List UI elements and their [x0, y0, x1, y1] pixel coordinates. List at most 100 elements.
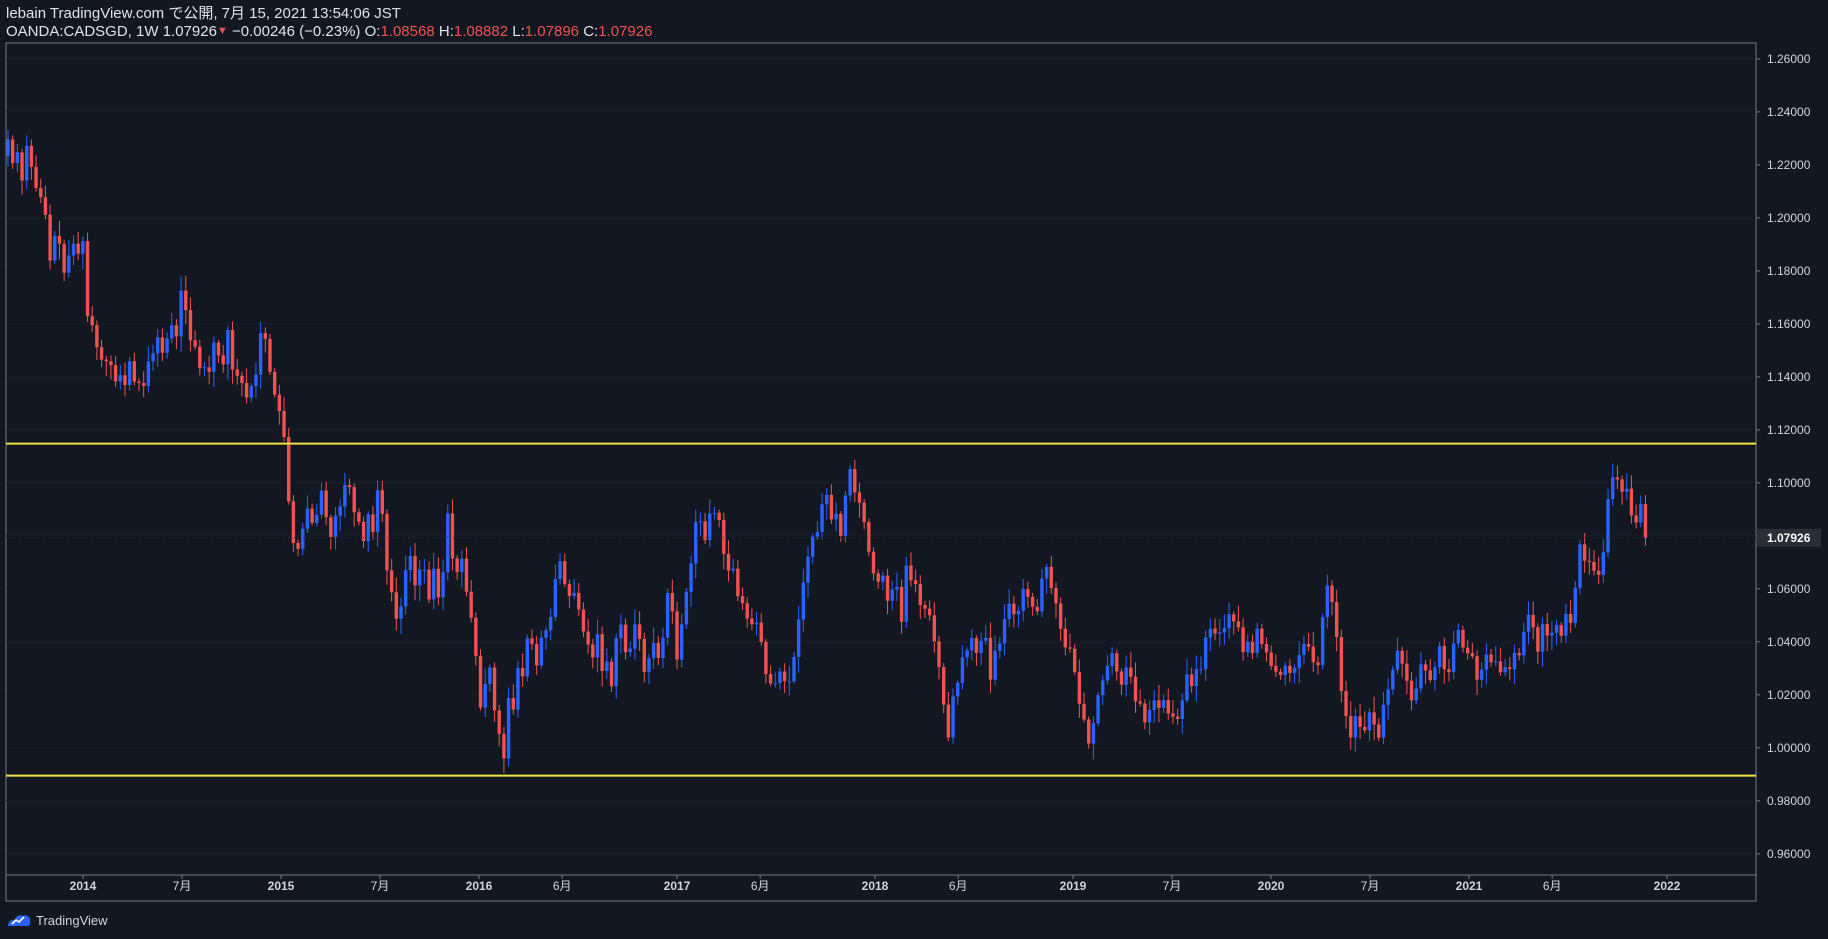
y-tick-label: 1.22000 — [1767, 158, 1811, 172]
candle-body — [633, 624, 637, 649]
candle-body — [651, 642, 656, 659]
candle-body — [839, 513, 843, 536]
candle-body — [1442, 646, 1446, 670]
candle-body — [1087, 719, 1091, 744]
candle-body — [829, 494, 834, 520]
candle-body — [1260, 628, 1264, 644]
candle-body — [623, 624, 628, 653]
candle-body — [1138, 701, 1142, 704]
candle-body — [43, 197, 48, 215]
candle-body — [684, 591, 689, 625]
candle-body — [853, 469, 857, 493]
candle-body — [1381, 704, 1386, 738]
candle-body — [29, 145, 34, 167]
candle-body — [1531, 614, 1535, 628]
candle-body — [1484, 654, 1489, 670]
candle-body — [146, 361, 151, 386]
candle-body — [343, 484, 347, 507]
candle-body — [113, 365, 118, 382]
candle-body — [1292, 667, 1297, 673]
candle-body — [796, 619, 801, 657]
candle-body — [956, 682, 960, 697]
candle-body — [1386, 689, 1390, 705]
candle-body — [970, 638, 974, 651]
candle-body — [637, 624, 642, 639]
candle-body — [1475, 656, 1479, 680]
candle-body — [1334, 602, 1339, 638]
candle-body — [1054, 588, 1058, 604]
candle-body — [132, 361, 137, 382]
candle-body — [212, 342, 216, 372]
candle-body — [768, 674, 773, 684]
candle-body — [619, 624, 623, 639]
candle-body — [1470, 653, 1475, 657]
candle-body — [1489, 654, 1493, 663]
candle-body — [1428, 670, 1432, 680]
candle-body — [277, 394, 282, 412]
candle-body — [778, 671, 782, 684]
y-tick-label: 1.24000 — [1767, 105, 1811, 119]
candle-body — [127, 361, 132, 386]
candle-body — [1437, 646, 1442, 668]
candle-body — [712, 512, 717, 514]
candle-body — [1639, 504, 1643, 523]
x-tick-label: 2014 — [70, 879, 97, 893]
candle-body — [520, 668, 525, 677]
candle-body — [506, 698, 511, 759]
candle-body — [1044, 566, 1049, 579]
plot-area[interactable] — [5, 42, 1757, 902]
candle-body — [843, 495, 848, 536]
candle-body — [1124, 667, 1128, 685]
candle-body — [230, 329, 235, 370]
footer-brand[interactable]: TradingView — [6, 911, 108, 929]
candle-body — [1105, 665, 1110, 681]
candle-body — [806, 556, 810, 583]
candle-body — [941, 667, 946, 705]
candle-body — [586, 631, 590, 645]
candle-body — [1409, 680, 1414, 701]
candle-body — [890, 589, 894, 601]
candle-body — [1058, 603, 1063, 629]
candle-body — [357, 512, 361, 522]
candle-body — [389, 570, 394, 593]
candle-body — [834, 513, 838, 520]
candle-body — [1363, 726, 1367, 731]
candle-body — [291, 501, 296, 543]
candle-body — [188, 310, 193, 341]
candle-body — [591, 644, 595, 658]
candle-body — [240, 375, 244, 383]
candle-body — [1012, 603, 1016, 615]
candle-body — [1246, 641, 1250, 653]
candle-body — [609, 661, 614, 687]
candle-body — [1349, 716, 1353, 738]
candle-body — [1568, 614, 1573, 623]
candle-body — [909, 565, 913, 581]
candle-body — [549, 616, 553, 631]
candle-body — [20, 152, 24, 181]
candle-body — [1480, 669, 1484, 680]
candle-body — [394, 592, 399, 619]
candle-body — [1002, 619, 1007, 644]
candle-body — [305, 508, 310, 529]
candle-body — [6, 139, 10, 157]
candle-body — [1592, 562, 1596, 571]
x-tick-label: 2022 — [1654, 879, 1681, 893]
candle-body — [446, 513, 450, 573]
x-tick-label: 7月 — [371, 879, 390, 893]
candle-body — [998, 643, 1002, 651]
candle-body — [965, 650, 969, 658]
x-tick-label: 2020 — [1258, 879, 1285, 893]
candle-body — [1461, 629, 1465, 648]
candle-body — [380, 490, 384, 514]
candle-body — [282, 411, 286, 438]
candle-body — [871, 551, 876, 574]
y-tick-label: 1.14000 — [1767, 370, 1811, 384]
candle-body — [867, 522, 871, 552]
candle-body — [937, 641, 941, 667]
candle-body — [104, 359, 108, 362]
candle-body — [207, 367, 211, 372]
candle-body — [1611, 477, 1615, 500]
symbol-label[interactable]: OANDA:CADSGD, 1W — [6, 23, 159, 40]
candle-body — [946, 704, 951, 738]
